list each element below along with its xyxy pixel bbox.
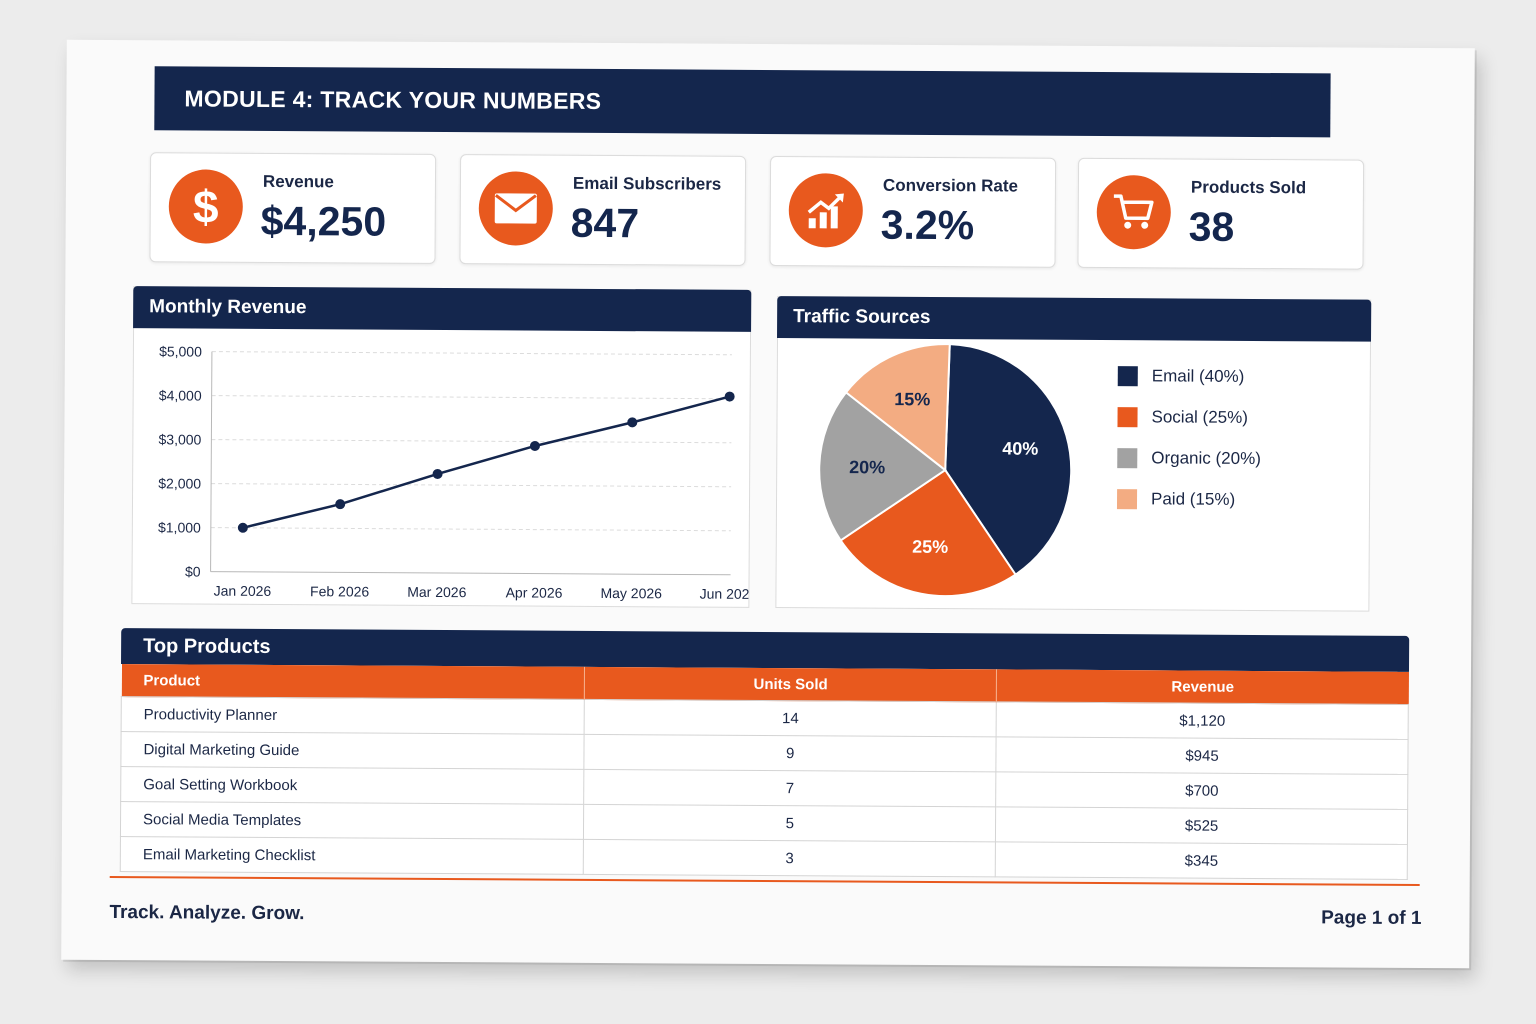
product-revenue: $1,120 — [996, 701, 1409, 740]
panel-title: Monthly Revenue — [133, 286, 752, 332]
kpi-card-revenue: $ Revenue $4,250 — [149, 152, 437, 264]
product-name: Digital Marketing Guide — [120, 731, 585, 770]
pie-slice-label: 15% — [894, 389, 930, 409]
dollar-icon: $ — [168, 169, 244, 244]
gridline — [211, 351, 732, 356]
column-header-revenue: Revenue — [996, 669, 1409, 705]
top-products-table: Product Units Sold Revenue Productivity … — [119, 664, 1409, 880]
kpi-label: Revenue — [262, 171, 334, 192]
gridline — [210, 527, 731, 532]
kpi-card-conversion-rate: Conversion Rate 3.2% — [769, 156, 1057, 268]
product-revenue: $345 — [995, 841, 1408, 880]
envelope-icon — [478, 171, 554, 246]
monthly-revenue-panel: Monthly Revenue $0 $1,000 $2,000 $3,000 $4,0… — [131, 286, 752, 608]
kpi-value: 847 — [570, 199, 640, 247]
units-sold: 3 — [583, 839, 996, 877]
gridline — [211, 439, 732, 444]
legend-item: Social (25%) — [1117, 396, 1261, 438]
gridline — [211, 395, 732, 400]
x-tick-label: Jan 2026 — [214, 583, 272, 599]
x-tick-label: Feb 2026 — [310, 583, 369, 599]
worksheet-page: MODULE 4: TRACK YOUR NUMBERS $ Revenue $… — [61, 39, 1475, 969]
kpi-value: 3.2% — [880, 201, 975, 249]
svg-text:$: $ — [193, 182, 219, 230]
data-point — [627, 417, 638, 428]
column-header-product: Product — [121, 664, 585, 700]
units-sold: 14 — [584, 699, 997, 737]
footer-tagline: Track. Analyze. Grow. — [109, 901, 305, 925]
revenue-line — [242, 395, 730, 530]
product-name: Email Marketing Checklist — [120, 836, 584, 875]
legend-label: Social (25%) — [1151, 406, 1248, 427]
y-tick-label: $4,000 — [159, 387, 202, 403]
product-revenue: $700 — [995, 771, 1408, 810]
x-axis — [210, 571, 731, 576]
product-name: Social Media Templates — [120, 801, 584, 840]
top-products-section: Top Products Product Units Sold Revenue … — [119, 628, 1410, 880]
pie-slice-label: 25% — [912, 537, 948, 557]
gridline — [211, 483, 732, 488]
pie-slice — [944, 343, 1073, 577]
legend-swatch — [1116, 488, 1138, 509]
legend-label: Paid (15%) — [1150, 488, 1236, 509]
module-title: MODULE 4: TRACK YOUR NUMBERS — [154, 66, 1331, 138]
kpi-label: Email Subscribers — [572, 173, 722, 194]
y-tick-label: $2,000 — [158, 475, 201, 491]
units-sold: 9 — [584, 734, 997, 772]
pie-slice — [818, 390, 947, 542]
product-name: Productivity Planner — [121, 696, 585, 735]
product-revenue: $945 — [996, 736, 1409, 775]
pie-slice — [839, 468, 1017, 598]
legend-label: Email (40%) — [1151, 365, 1245, 386]
growth-chart-icon — [788, 173, 864, 248]
kpi-value: $4,250 — [260, 197, 387, 245]
product-revenue: $525 — [995, 806, 1408, 845]
monthly-revenue-chart: $0 $1,000 $2,000 $3,000 $4,000 $5,000 Jan 2026… — [158, 343, 750, 602]
traffic-sources-panel: Traffic Sources 40% 25% 20% 15% Email (40%)… — [775, 296, 1372, 612]
data-point — [237, 522, 248, 533]
x-tick-label: Mar 2026 — [407, 584, 466, 600]
pie-slice-label: 20% — [849, 457, 885, 477]
legend-swatch — [1117, 447, 1138, 468]
shopping-cart-icon — [1096, 175, 1172, 250]
kpi-label: Conversion Rate — [882, 175, 1019, 196]
y-tick-label: $3,000 — [159, 431, 202, 447]
data-point — [335, 499, 346, 510]
pie-slice-label: 40% — [1002, 439, 1038, 459]
traffic-sources-pie-chart: 40% 25% 20% 15% — [818, 343, 1073, 598]
data-point — [724, 391, 735, 402]
legend-item: Email (40%) — [1117, 355, 1262, 397]
kpi-card-email-subscribers: Email Subscribers 847 — [459, 154, 747, 266]
y-tick-label: $5,000 — [159, 343, 202, 359]
page-number: Page 1 of 1 — [1321, 907, 1422, 929]
x-tick-label: Apr 2026 — [506, 584, 563, 600]
legend-item: Paid (15%) — [1116, 478, 1261, 520]
units-sold: 7 — [583, 769, 997, 807]
y-tick-label: $0 — [185, 563, 201, 579]
panel-title: Traffic Sources — [777, 296, 1372, 342]
kpi-card-products-sold: Products Sold 38 — [1077, 157, 1365, 270]
y-axis — [210, 351, 213, 572]
x-tick-label: Jun 2026 — [700, 586, 750, 602]
pie-slice — [844, 343, 951, 473]
y-tick-label: $1,000 — [158, 519, 201, 535]
kpi-value: 38 — [1188, 203, 1235, 250]
product-name: Goal Setting Workbook — [120, 766, 585, 805]
pie-legend: Email (40%) Social (25%) Organic (20%) Paid… — [1116, 355, 1262, 520]
legend-item: Organic (20%) — [1117, 437, 1261, 479]
column-header-units-sold: Units Sold — [584, 666, 997, 702]
data-point — [529, 440, 540, 451]
units-sold: 5 — [583, 804, 996, 842]
legend-swatch — [1117, 406, 1138, 427]
table-row: Email Marketing Checklist 3 $345 — [120, 836, 1408, 880]
kpi-label: Products Sold — [1190, 177, 1307, 198]
data-point — [432, 468, 443, 479]
legend-label: Organic (20%) — [1151, 447, 1261, 468]
x-tick-label: May 2026 — [600, 585, 662, 601]
legend-swatch — [1117, 365, 1138, 386]
